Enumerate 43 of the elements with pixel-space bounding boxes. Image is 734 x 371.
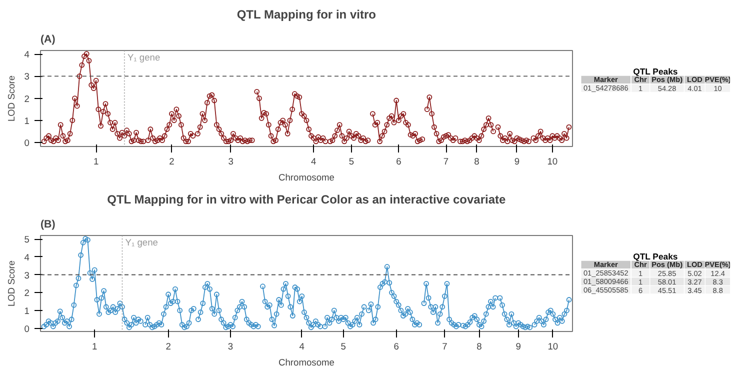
x-tick-label: 8 [474,156,480,166]
y-tick-label: 0 [24,138,30,148]
x-tick-label: 8 [476,342,482,352]
x-tick-label: 5 [340,342,346,352]
y-tick-label: 3 [24,270,30,280]
text: (B) [40,218,56,230]
y-tick-label: 2 [24,94,30,104]
x-tick-label: 7 [442,342,448,352]
text: QTL Peaks [633,66,678,76]
x-tick-label: 3 [228,342,234,352]
x-tick-label: 9 [516,342,521,352]
x-tick-label: 4 [299,342,305,352]
y-tick-label: 3 [24,72,30,82]
x-tick-label: 7 [443,156,449,166]
text: QTL Peaks [633,251,678,262]
annotation: Y₁ gene [127,52,160,62]
annotation: Y₁ gene [125,238,158,248]
x-tick-label: 6 [394,342,399,352]
y-tick-label: 4 [24,50,30,60]
x-tick-label: 9 [514,156,520,166]
chart-title: QTL Mapping for in vitro with Pericar Color as an interactive covariate [107,192,506,206]
x-axis-title: Chromosome [278,172,335,182]
y-tick-label: 2 [24,288,30,298]
y-axis-title: LOD Score [6,260,16,307]
y-tick-label: 1 [24,116,30,126]
y-tick-label: 1 [24,306,30,316]
x-tick-label: 10 [548,342,558,352]
y-tick-label: 0 [24,324,30,334]
x-tick-label: 1 [93,156,99,166]
x-tick-label: 3 [228,156,234,166]
x-tick-label: 4 [311,156,316,166]
x-tick-label: 5 [348,156,354,166]
y-tick-label: 4 [24,252,30,262]
y-axis-title: LOD Score [6,75,16,122]
x-tick-label: 6 [396,156,402,166]
chart-title: QTL Mapping for in vitro [236,8,376,22]
x-tick-label: 10 [547,156,558,166]
x-tick-label: 2 [166,342,171,352]
x-tick-label: 2 [169,156,174,166]
x-axis-title: Chromosome [278,358,335,368]
x-tick-label: 1 [92,342,98,352]
text: (A) [40,34,56,46]
y-tick-label: 5 [24,234,30,245]
